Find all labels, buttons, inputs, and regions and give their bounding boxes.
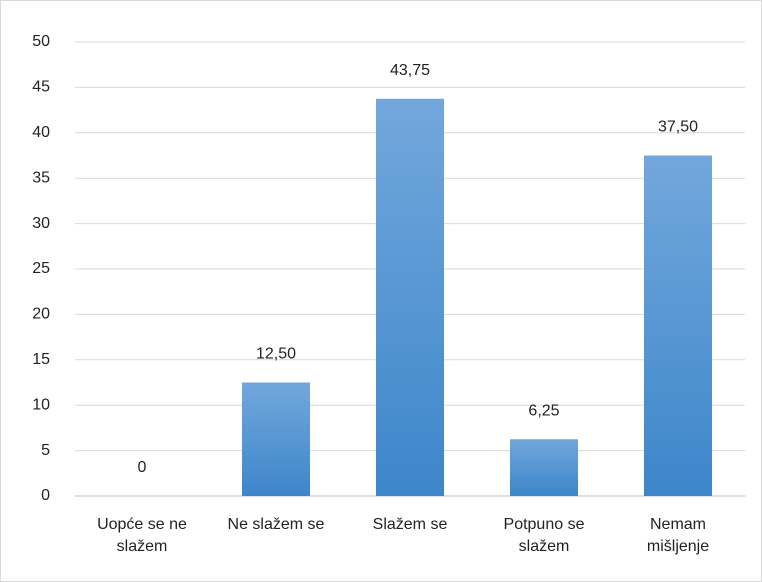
value-label: 37,50 [658,119,698,136]
y-tick-label: 35 [32,169,50,186]
value-label: 12,50 [256,346,296,363]
x-tick-label: Slažem se [372,516,448,533]
y-tick-label: 15 [32,351,50,368]
x-tick-label: Ne slažem se [227,516,325,533]
y-tick-label: 30 [32,215,50,232]
x-tick-label: Uopće se ne slažem [97,516,187,555]
bar [376,98,444,496]
value-label: 6,25 [528,402,559,419]
bar [510,439,578,496]
bar [644,155,712,496]
y-tick-label: 5 [41,442,50,459]
y-tick-label: 50 [32,33,50,50]
bar [242,382,310,496]
y-tick-label: 25 [32,260,50,277]
y-tick-label: 20 [32,306,50,323]
x-tick-label: Nemam mišljenje [646,516,710,555]
y-tick-label: 10 [32,396,50,413]
y-tick-label: 45 [32,79,50,96]
y-tick-label: 40 [32,124,50,141]
value-label: 0 [138,459,147,476]
x-tick-label: Potpuno se slažem [503,516,585,555]
y-tick-label: 0 [41,487,50,504]
value-label: 43,75 [390,62,430,79]
